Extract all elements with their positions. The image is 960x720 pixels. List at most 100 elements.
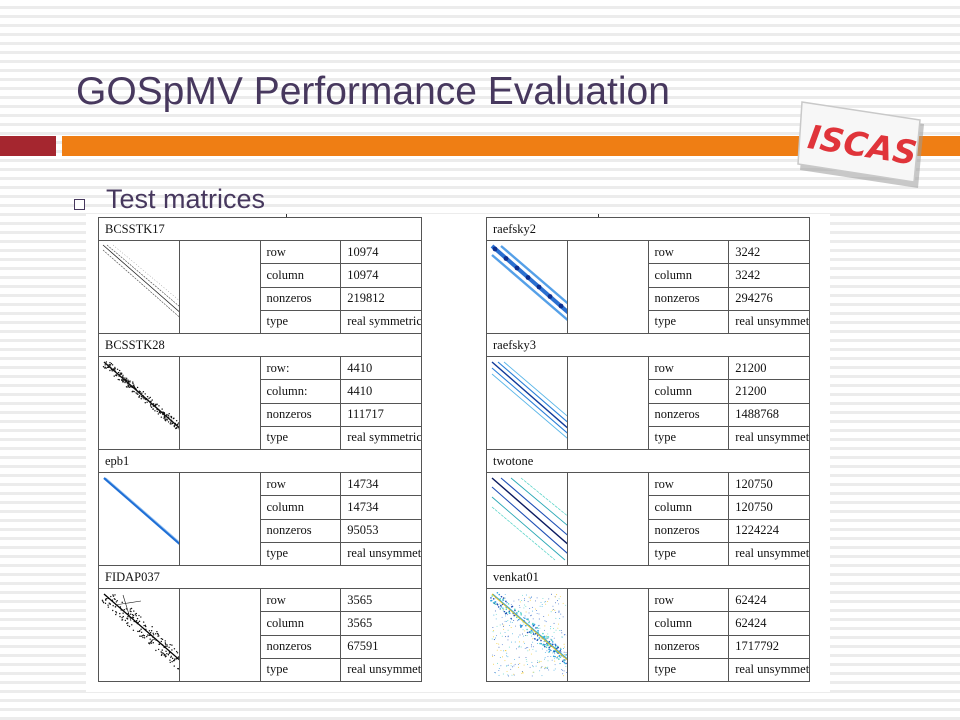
matrix-name: raefsky2: [486, 217, 810, 241]
property-value: 120750: [728, 495, 810, 520]
property-value: real unsymmetric: [728, 657, 810, 683]
property-value: 1224224: [728, 518, 810, 543]
property-value: 111717: [340, 402, 422, 427]
property-label: nonzeros: [647, 634, 730, 659]
test-matrices-figure: BCSSTK17 row 10974 column 10974 nonzeros 21981…: [86, 214, 830, 692]
property-value: real unsymmetric: [340, 657, 422, 683]
matrix-image-cell: [486, 472, 568, 566]
matrix-image-cell: [98, 588, 180, 682]
figure-tick-mark: [286, 214, 287, 219]
matrix-name: venkat01: [486, 565, 810, 589]
matrix-image-cell: [98, 356, 180, 450]
matrix-property-row: column 120750: [487, 495, 810, 520]
sparsity-pattern-image: [490, 591, 567, 677]
property-label: column: [259, 263, 342, 288]
matrix-image-cell: [486, 356, 568, 450]
matrix-property-row: row: 4410: [98, 355, 422, 450]
property-label: row: [259, 471, 342, 497]
matrix-name: twotone: [486, 449, 810, 473]
property-label: row: [647, 587, 730, 613]
property-label: row: [647, 355, 730, 381]
property-value: real symmetric: [340, 309, 422, 335]
matrix-image-cell: [98, 240, 180, 334]
matrix-name-row: twotone: [486, 449, 810, 473]
matrix-name: BCSSTK17: [98, 217, 422, 241]
property-label: column: [647, 263, 730, 288]
property-value: real unsymmetric: [340, 541, 422, 567]
matrix-property-row: row 14734: [98, 471, 422, 566]
matrix-gap-cell: [178, 240, 261, 334]
sparsity-pattern-image: [101, 593, 179, 670]
title-accent-red-bar: [0, 136, 56, 156]
property-value: 4410: [340, 355, 422, 381]
property-value: 4410: [340, 379, 422, 404]
property-label: nonzeros: [647, 286, 730, 311]
matrix-property-row: column 62424: [487, 611, 810, 636]
property-value: 14734: [340, 495, 422, 520]
property-value: 67591: [340, 634, 422, 659]
property-label: column:: [259, 379, 342, 404]
matrix-gap-cell: [566, 588, 649, 682]
matrix-name-row: venkat01: [486, 565, 810, 589]
matrix-gap-cell: [178, 588, 261, 682]
property-label: nonzeros: [259, 402, 342, 427]
matrix-property-row: nonzeros 1224224: [487, 518, 810, 543]
property-label: nonzeros: [259, 634, 342, 659]
matrix-property-row: row 3242: [486, 239, 810, 334]
matrix-name: FIDAP037: [98, 565, 422, 589]
property-value: real unsymmetric: [728, 425, 810, 451]
property-label: type: [647, 541, 730, 567]
matrix-property-row: type real symmetric: [99, 309, 422, 335]
property-value: 14734: [340, 471, 422, 497]
matrix-gap-cell: [566, 472, 649, 566]
property-label: type: [259, 309, 342, 335]
matrix-property-row: nonzeros 219812: [99, 286, 422, 311]
matrix-image-cell: [486, 240, 568, 334]
slide-title: GOSpMV Performance Evaluation: [76, 70, 670, 113]
property-value: 21200: [728, 355, 810, 381]
property-label: type: [259, 657, 342, 683]
property-value: 120750: [728, 471, 810, 497]
sparsity-pattern-image: [102, 361, 179, 430]
property-value: real symmetric: [340, 425, 422, 451]
matrix-gap-cell: [178, 472, 261, 566]
sparsity-pattern-image: [103, 477, 179, 545]
property-value: real unsymmetric: [728, 541, 810, 567]
property-value: 1717792: [728, 634, 810, 659]
property-value: 1488768: [728, 402, 810, 427]
property-label: type: [647, 425, 730, 451]
property-label: type: [647, 309, 730, 335]
sparsity-pattern-image: [491, 361, 567, 438]
matrix-name-row: BCSSTK28: [98, 333, 422, 357]
matrix-property-row: nonzeros 67591: [99, 634, 422, 659]
matrix-image-cell: [98, 472, 180, 566]
matrix-image-cell: [486, 588, 568, 682]
property-label: nonzeros: [259, 518, 342, 543]
property-label: column: [647, 379, 730, 404]
matrix-property-row: nonzeros 1488768: [487, 402, 810, 427]
property-label: row: [647, 471, 730, 497]
matrix-name: raefsky3: [486, 333, 810, 357]
property-label: column: [259, 495, 342, 520]
matrix-property-row: row 62424: [486, 587, 810, 682]
property-label: nonzeros: [647, 402, 730, 427]
left-matrix-table: BCSSTK17 row 10974 column 10974 nonzeros 21981…: [98, 217, 422, 683]
title-accent-orange-bar: [62, 136, 960, 156]
property-value: 62424: [728, 587, 810, 613]
matrix-gap-cell: [566, 240, 649, 334]
matrix-property-row: type real symmetric: [99, 425, 422, 451]
property-label: column: [647, 495, 730, 520]
property-label: row: [647, 239, 730, 265]
property-value: 10974: [340, 239, 422, 265]
bullet-test-matrices: Test matrices: [106, 184, 266, 214]
matrix-property-row: nonzeros 95053: [99, 518, 422, 543]
bullet-square-icon: [74, 199, 85, 210]
property-label: nonzeros: [647, 518, 730, 543]
sparsity-pattern-image: [491, 477, 567, 561]
property-value: 219812: [340, 286, 422, 311]
matrix-property-row: row 3565: [98, 587, 422, 682]
